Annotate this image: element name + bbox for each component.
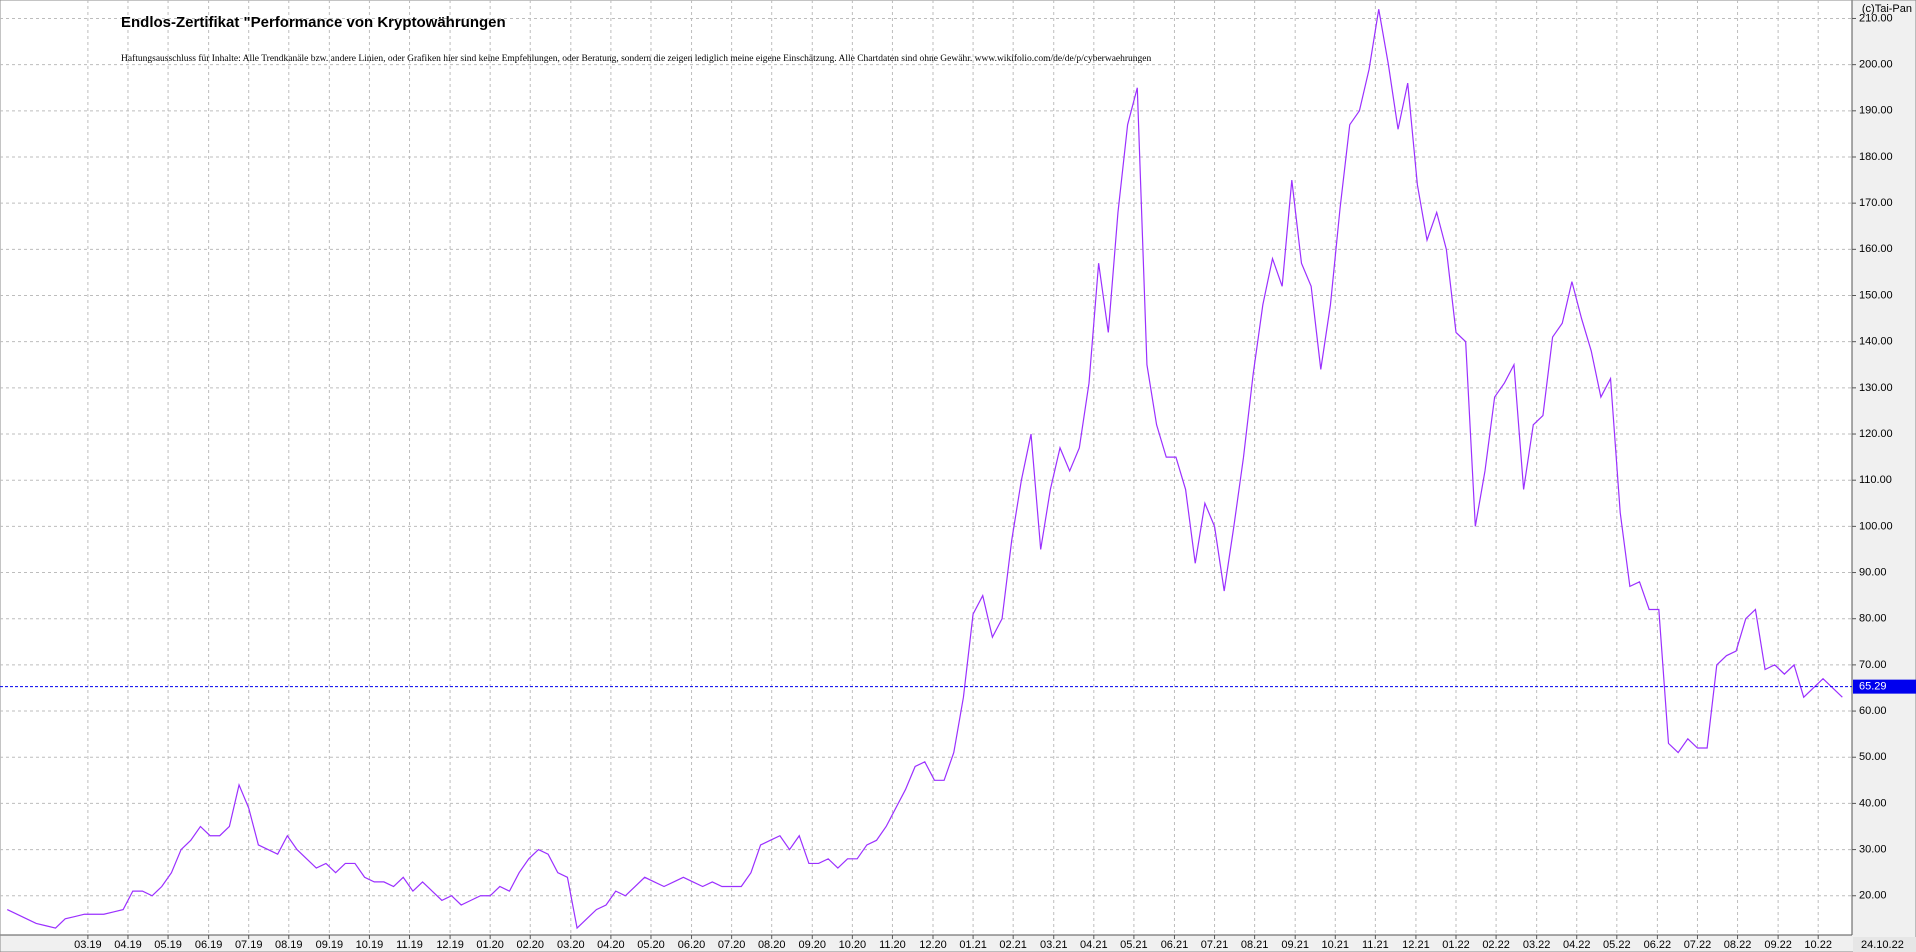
x-tick-label: 04.20 xyxy=(597,939,625,951)
x-tick-label: 01.21 xyxy=(959,939,987,951)
y-tick-label: 60.00 xyxy=(1859,705,1887,717)
x-tick-label: 08.19 xyxy=(275,939,303,951)
last-date-label: 24.10.22 xyxy=(1861,939,1904,951)
x-tick-label: 10.19 xyxy=(356,939,384,951)
grid xyxy=(0,0,1852,935)
y-tick-label: 200.00 xyxy=(1859,59,1893,71)
last-date-box xyxy=(1853,937,1916,952)
x-tick-label: 07.20 xyxy=(718,939,746,951)
y-tick-label: 70.00 xyxy=(1859,659,1887,671)
x-tick-label: 09.19 xyxy=(316,939,344,951)
x-tick-label: 02.22 xyxy=(1482,939,1510,951)
x-tick-label: 05.22 xyxy=(1603,939,1631,951)
x-tick-label: 06.22 xyxy=(1644,939,1672,951)
x-tick-label: 02.21 xyxy=(999,939,1027,951)
x-tick-label: 01.22 xyxy=(1442,939,1470,951)
x-tick-label: 07.22 xyxy=(1684,939,1712,951)
last-value-label: 65.29 xyxy=(1859,681,1887,693)
x-tick-label: 05.21 xyxy=(1120,939,1148,951)
x-tick-label: 07.19 xyxy=(235,939,263,951)
y-tick-label: 120.00 xyxy=(1859,428,1893,440)
copyright: (c)Tai-Pan xyxy=(1862,3,1912,15)
y-tick-label: 210.00 xyxy=(1859,12,1893,24)
y-tick-label: 50.00 xyxy=(1859,751,1887,763)
x-tick-label: 06.21 xyxy=(1161,939,1189,951)
x-tick-label: 10.20 xyxy=(839,939,867,951)
y-tick-label: 150.00 xyxy=(1859,289,1893,301)
x-tick-label: 12.21 xyxy=(1402,939,1430,951)
price-line xyxy=(6,9,1843,930)
y-tick-label: 100.00 xyxy=(1859,520,1893,532)
x-tick-label: 09.21 xyxy=(1281,939,1309,951)
y-tick-label: 20.00 xyxy=(1859,890,1887,902)
last-value-box xyxy=(1853,679,1916,694)
x-tick-label: 06.20 xyxy=(678,939,706,951)
x-tick-label: 04.19 xyxy=(114,939,142,951)
y-tick-label: 40.00 xyxy=(1859,797,1887,809)
x-tick-label: 05.20 xyxy=(637,939,665,951)
x-tick-label: 08.20 xyxy=(758,939,786,951)
x-tick-label: 01.20 xyxy=(476,939,504,951)
subtitle: Haftungsausschluss für Inhalte: Alle Tre… xyxy=(121,53,1152,64)
x-tick-label: 04.21 xyxy=(1080,939,1108,951)
x-tick-label: 10.22 xyxy=(1804,939,1832,951)
y-tick-label: 80.00 xyxy=(1859,613,1887,625)
y-tick-label: 90.00 xyxy=(1859,566,1887,578)
labels: 20.00 30.00 40.00 50.00 60.00 70.00 80.00 90.00… xyxy=(74,12,1916,952)
y-tick-label: 130.00 xyxy=(1859,382,1893,394)
x-tick-label: 03.19 xyxy=(74,939,102,951)
x-tick-label: 08.22 xyxy=(1724,939,1752,951)
x-tick-label: 03.22 xyxy=(1523,939,1551,951)
x-tick-label: 10.21 xyxy=(1322,939,1350,951)
x-tick-label: 05.19 xyxy=(154,939,182,951)
y-tick-label: 110.00 xyxy=(1859,474,1892,486)
x-tick-label: 11.20 xyxy=(879,939,906,951)
x-axis-strip xyxy=(0,935,1916,952)
x-tick-label: 12.19 xyxy=(436,939,464,951)
y-tick-label: 30.00 xyxy=(1859,843,1887,855)
x-tick-label: 02.20 xyxy=(516,939,544,951)
plot xyxy=(0,9,1852,930)
x-tick-label: 03.21 xyxy=(1040,939,1068,951)
x-tick-label: 03.20 xyxy=(557,939,585,951)
x-tick-label: 08.21 xyxy=(1241,939,1269,951)
y-axis-strip xyxy=(1852,0,1916,952)
x-tick-label: 09.20 xyxy=(799,939,827,951)
x-tick-label: 11.19 xyxy=(396,939,423,951)
x-tick-label: 04.22 xyxy=(1563,939,1591,951)
chart-title: Endlos-Zertifikat "Performance von Krypt… xyxy=(121,14,506,31)
y-tick-label: 190.00 xyxy=(1859,105,1893,117)
x-tick-label: 07.21 xyxy=(1201,939,1229,951)
x-tick-label: 09.22 xyxy=(1764,939,1792,951)
x-tick-label: 12.20 xyxy=(919,939,947,951)
y-tick-label: 140.00 xyxy=(1859,336,1893,348)
y-tick-label: 160.00 xyxy=(1859,243,1893,255)
x-tick-label: 06.19 xyxy=(195,939,223,951)
x-tick-label: 11.21 xyxy=(1362,939,1389,951)
y-tick-label: 170.00 xyxy=(1859,197,1893,209)
y-tick-label: 180.00 xyxy=(1859,151,1893,163)
